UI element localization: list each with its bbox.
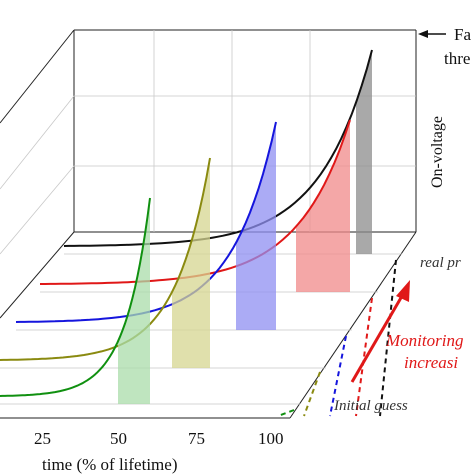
monitoring-label-1: Monitoring bbox=[385, 331, 463, 350]
left-grid-1 bbox=[0, 95, 75, 190]
depth-label-front: Initial guess bbox=[333, 398, 408, 414]
monitoring-arrow-head bbox=[396, 280, 410, 302]
series-line bbox=[63, 49, 373, 247]
x-tick-label: 25 bbox=[34, 429, 51, 448]
x-tick-label: 50 bbox=[110, 429, 127, 448]
x-tick-label: 75 bbox=[188, 429, 205, 448]
series-area bbox=[236, 122, 276, 330]
x-tick-label: 100 bbox=[258, 429, 284, 448]
series-projection-dash bbox=[329, 335, 347, 417]
left-grid-2 bbox=[0, 165, 75, 255]
series-layer bbox=[0, 49, 397, 417]
series-area bbox=[118, 198, 150, 404]
y-axis-label: On-voltage bbox=[429, 116, 446, 188]
monitoring-arrow-shaft bbox=[350, 295, 404, 383]
threshold-marker: Fa thre bbox=[418, 25, 471, 68]
left-wall-grid bbox=[0, 95, 75, 255]
series-area bbox=[296, 120, 350, 292]
left-bottom-edge bbox=[0, 231, 75, 319]
series-projection-dash bbox=[355, 297, 373, 417]
x-ticks: 25 50 75 100 bbox=[34, 429, 284, 448]
series-line bbox=[0, 197, 151, 397]
left-top-edge bbox=[0, 29, 75, 124]
series-projection-dash bbox=[303, 371, 321, 417]
x-axis-label: time (% of lifetime) bbox=[42, 455, 177, 474]
series-line bbox=[0, 157, 211, 361]
monitoring-label-2: increasi bbox=[404, 353, 458, 372]
threshold-arrow-head bbox=[418, 30, 428, 38]
series-projection-dash bbox=[277, 409, 295, 417]
depth-label-back: real pr bbox=[420, 255, 461, 271]
threshold-label-1: Fa bbox=[454, 25, 471, 44]
threshold-label-2: thre bbox=[444, 49, 470, 68]
monitoring-arrow: Monitoring increasi bbox=[350, 280, 463, 383]
series-area bbox=[356, 50, 372, 254]
series-projection-dash bbox=[379, 259, 397, 417]
